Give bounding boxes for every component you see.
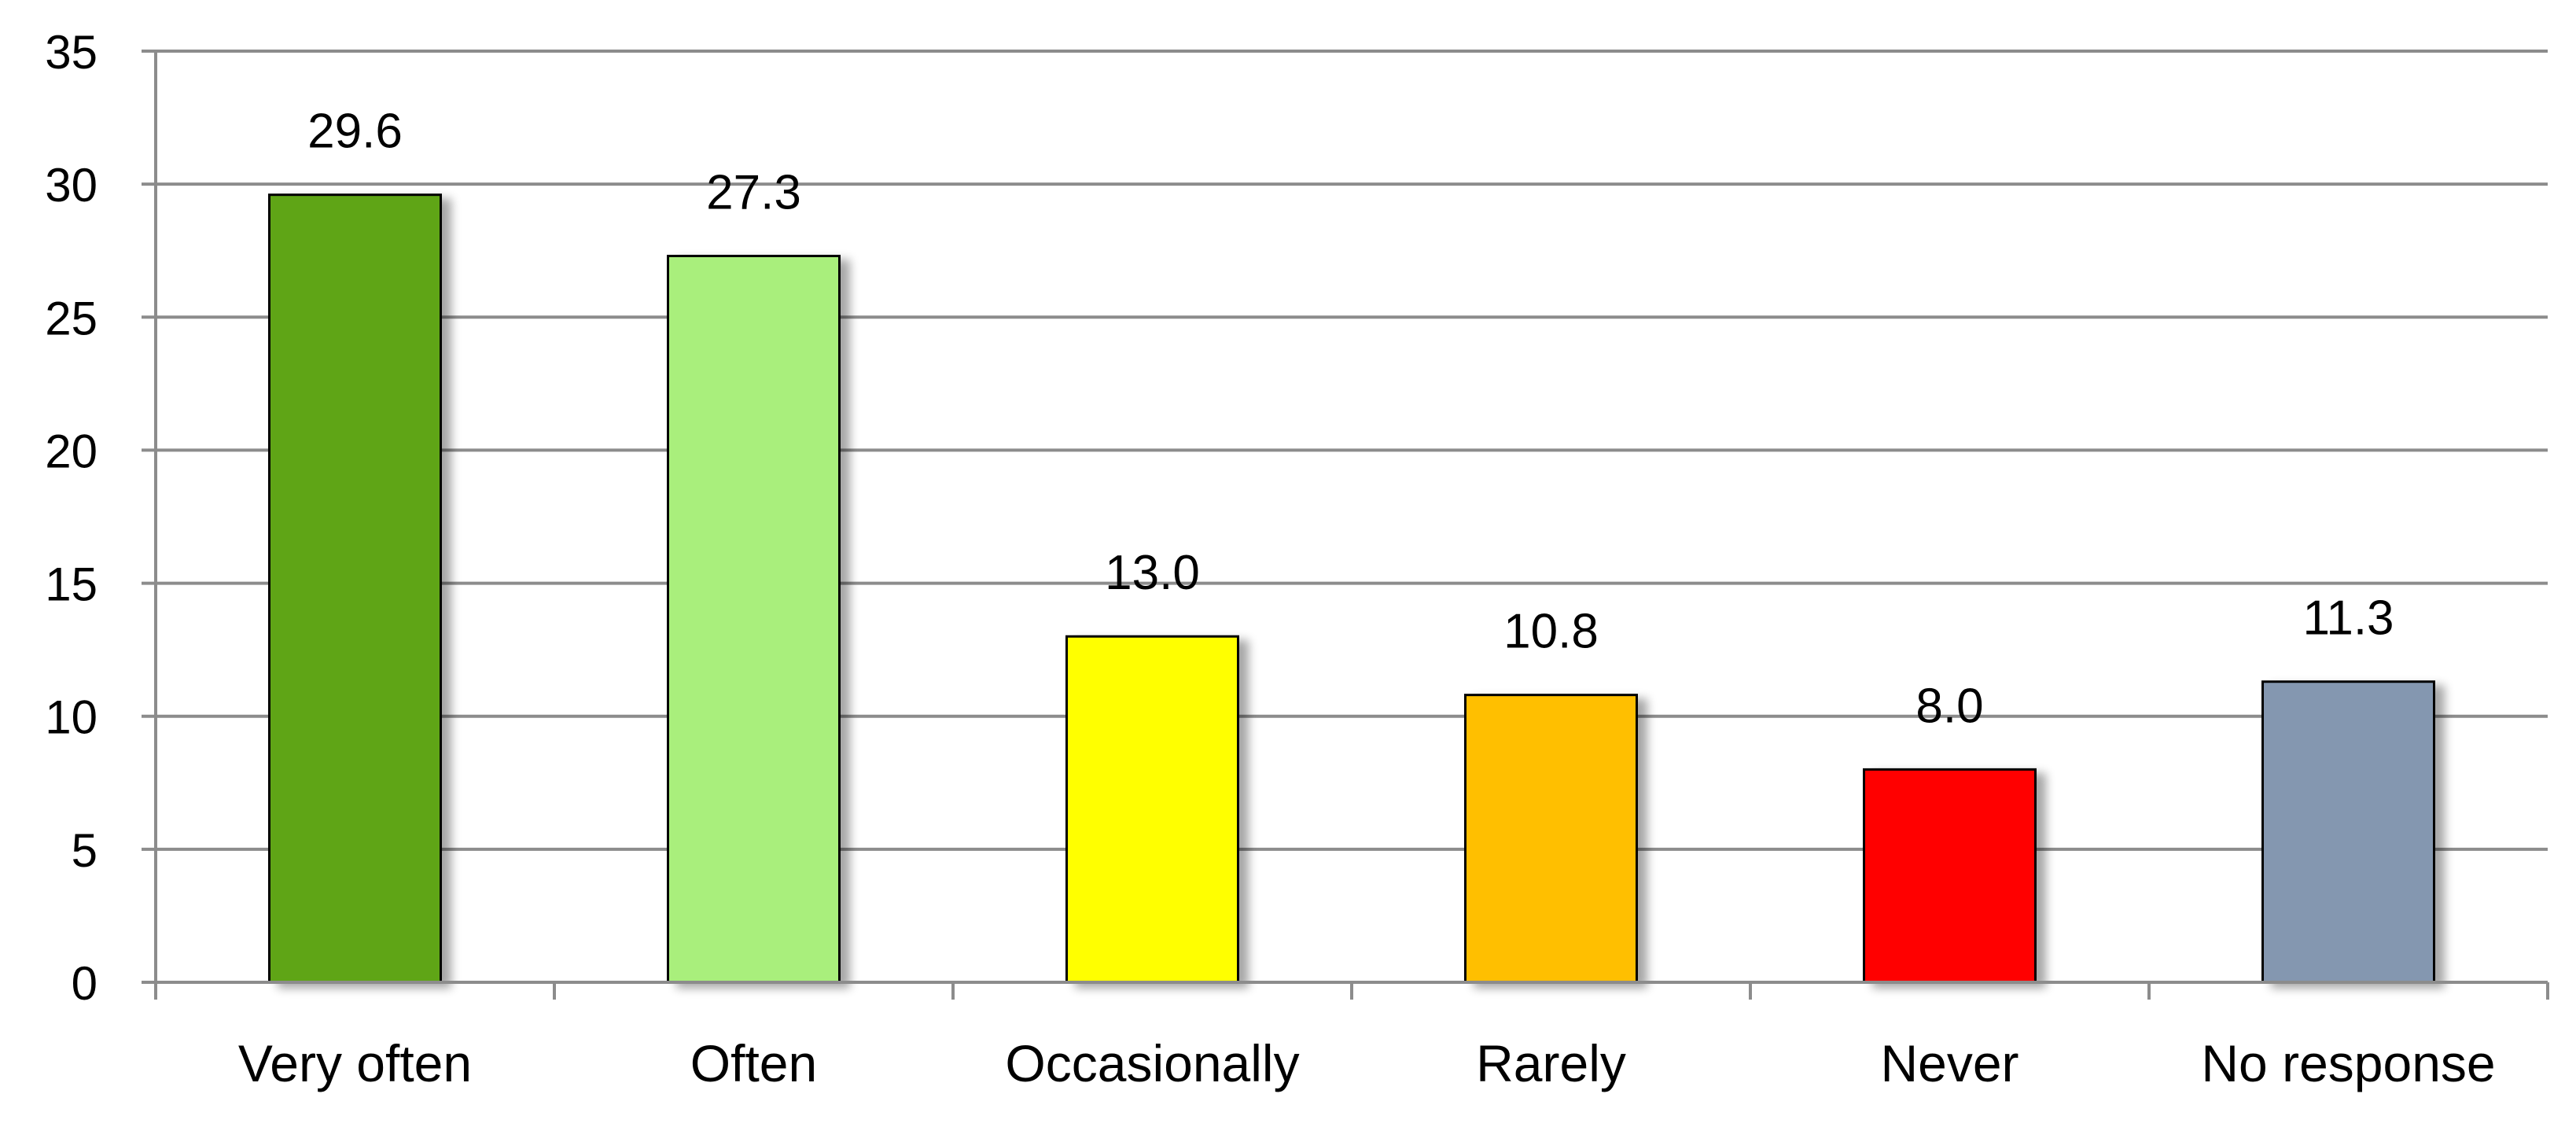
y-tick-label: 35 [45, 26, 98, 79]
bar-rarely [1464, 694, 1638, 984]
y-tick-label: 10 [45, 691, 98, 744]
data-label: 13.0 [1105, 546, 1200, 600]
x-tick-label: Rarely [1476, 1034, 1626, 1092]
y-tick-label: 0 [72, 957, 98, 1010]
axes [142, 50, 2549, 1000]
gridlines [156, 50, 2548, 851]
bar-often [667, 254, 841, 984]
bars [268, 193, 2435, 984]
x-tick-label: Occasionally [1005, 1034, 1299, 1092]
data-label: 29.6 [307, 105, 403, 159]
data-labels: 29.6 27.3 13.0 10.8 8.0 11.3 [307, 105, 2394, 734]
data-label: 10.8 [1503, 605, 1599, 659]
y-tick-label: 25 [45, 292, 98, 344]
y-tick-label: 15 [45, 558, 98, 611]
data-label: 8.0 [1915, 679, 1983, 733]
y-tick-label: 30 [45, 159, 98, 212]
x-tick-label: No response [2201, 1034, 2495, 1092]
x-axis-ticks: Very often Often Occasionally Rarely Never No… [238, 1034, 2496, 1092]
data-label: 27.3 [706, 165, 801, 219]
y-tick-label: 20 [45, 425, 98, 477]
bar-never [1863, 768, 2037, 984]
x-tick-label: Often [690, 1034, 817, 1092]
bar-very-often [268, 193, 442, 984]
data-label: 11.3 [2302, 591, 2394, 646]
y-axis-ticks: 0 5 10 15 20 25 30 35 [45, 26, 98, 1010]
y-tick-label: 5 [72, 824, 98, 877]
bar-no-response [2261, 680, 2435, 984]
x-tick-label: Very often [238, 1034, 472, 1092]
bar-occasionally [1065, 635, 1239, 984]
x-tick-label: Never [1880, 1034, 2018, 1092]
